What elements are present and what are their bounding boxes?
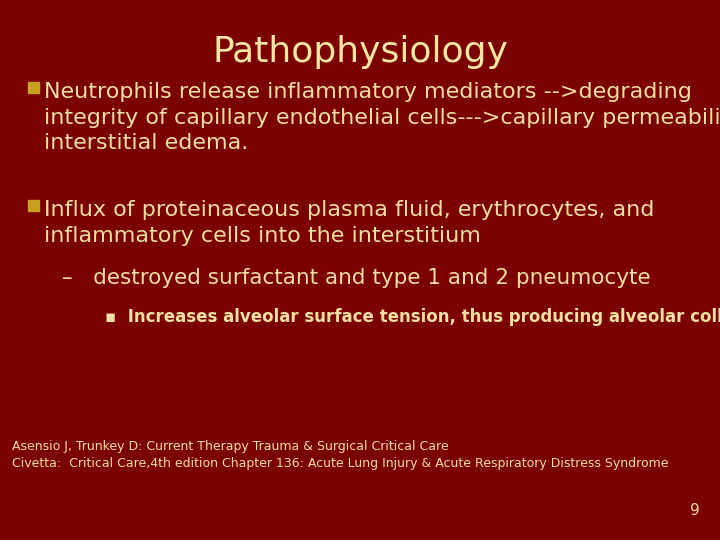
Text: Asensio J, Trunkey D: Current Therapy Trauma & Surgical Critical Care: Asensio J, Trunkey D: Current Therapy Tr…: [12, 440, 449, 453]
Text: –   destroyed surfactant and type 1 and 2 pneumocyte: – destroyed surfactant and type 1 and 2 …: [62, 268, 651, 288]
Bar: [28, 82, 39, 93]
Text: Civetta:  Critical Care,4th edition Chapter 136: Acute Lung Injury & Acute Respi: Civetta: Critical Care,4th edition Chapt…: [12, 457, 668, 470]
Text: ▪  Increases alveolar surface tension, thus producing alveolar collapse: ▪ Increases alveolar surface tension, th…: [105, 308, 720, 326]
Text: Influx of proteinaceous plasma fluid, erythrocytes, and
inflammatory cells into : Influx of proteinaceous plasma fluid, er…: [44, 200, 654, 246]
Bar: [28, 200, 39, 211]
Text: Pathophysiology: Pathophysiology: [212, 35, 508, 69]
Text: 9: 9: [690, 503, 700, 518]
Text: Neutrophils release inflammatory mediators -->degrading
integrity of capillary e: Neutrophils release inflammatory mediato…: [44, 82, 720, 153]
